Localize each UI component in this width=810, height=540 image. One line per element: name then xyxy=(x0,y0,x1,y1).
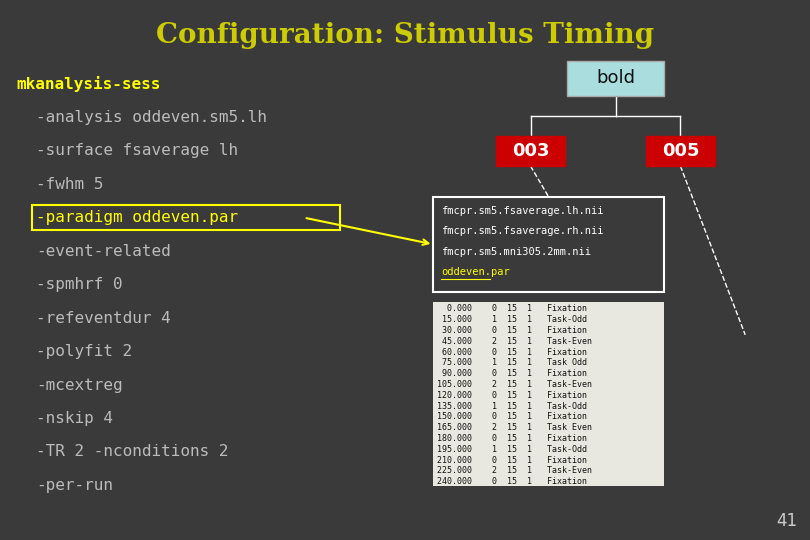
Text: Configuration: Stimulus Timing: Configuration: Stimulus Timing xyxy=(156,22,654,49)
FancyBboxPatch shape xyxy=(433,197,664,292)
Text: 15.000    1  15  1   Task-Odd: 15.000 1 15 1 Task-Odd xyxy=(437,315,587,324)
FancyBboxPatch shape xyxy=(646,136,714,166)
Text: 45.000    2  15  1   Task-Even: 45.000 2 15 1 Task-Even xyxy=(437,337,592,346)
Text: -surface fsaverage lh: -surface fsaverage lh xyxy=(36,143,239,158)
Text: 240.000    0  15  1   Fixation: 240.000 0 15 1 Fixation xyxy=(437,477,587,486)
Text: 165.000    2  15  1   Task Even: 165.000 2 15 1 Task Even xyxy=(437,423,592,432)
Text: 210.000    0  15  1   Fixation: 210.000 0 15 1 Fixation xyxy=(437,456,587,464)
FancyBboxPatch shape xyxy=(567,60,664,96)
Text: 90.000    0  15  1   Fixation: 90.000 0 15 1 Fixation xyxy=(437,369,587,378)
Text: mkanalysis-sess: mkanalysis-sess xyxy=(16,76,160,92)
Text: 003: 003 xyxy=(512,142,549,160)
Text: 30.000    0  15  1   Fixation: 30.000 0 15 1 Fixation xyxy=(437,326,587,335)
Text: oddeven.par: oddeven.par xyxy=(441,267,510,277)
Text: fmcpr.sm5.mni305.2mm.nii: fmcpr.sm5.mni305.2mm.nii xyxy=(441,247,591,256)
Text: -fwhm 5: -fwhm 5 xyxy=(36,177,104,192)
FancyBboxPatch shape xyxy=(32,205,340,229)
Text: 225.000    2  15  1   Task-Even: 225.000 2 15 1 Task-Even xyxy=(437,467,592,475)
Text: 195.000    1  15  1   Task-Odd: 195.000 1 15 1 Task-Odd xyxy=(437,445,587,454)
Text: 180.000    0  15  1   Fixation: 180.000 0 15 1 Fixation xyxy=(437,434,587,443)
Text: -nskip 4: -nskip 4 xyxy=(36,411,113,426)
Text: 135.000    1  15  1   Task-Odd: 135.000 1 15 1 Task-Odd xyxy=(437,402,587,410)
Text: -TR 2 -nconditions 2: -TR 2 -nconditions 2 xyxy=(36,444,229,460)
Text: 41: 41 xyxy=(777,512,798,530)
Text: -per-run: -per-run xyxy=(36,478,113,493)
Text: bold: bold xyxy=(596,69,635,87)
FancyBboxPatch shape xyxy=(496,136,565,166)
Text: 150.000    0  15  1   Fixation: 150.000 0 15 1 Fixation xyxy=(437,413,587,421)
Text: 60.000    0  15  1   Fixation: 60.000 0 15 1 Fixation xyxy=(437,348,587,356)
Text: -polyfit 2: -polyfit 2 xyxy=(36,344,133,359)
Text: -refeventdur 4: -refeventdur 4 xyxy=(36,310,171,326)
Text: -spmhrf 0: -spmhrf 0 xyxy=(36,277,123,292)
Text: 105.000    2  15  1   Task-Even: 105.000 2 15 1 Task-Even xyxy=(437,380,592,389)
Text: -paradigm oddeven.par: -paradigm oddeven.par xyxy=(36,210,239,225)
Text: -event-related: -event-related xyxy=(36,244,171,259)
FancyBboxPatch shape xyxy=(433,302,664,486)
Text: -analysis oddeven.sm5.lh: -analysis oddeven.sm5.lh xyxy=(36,110,267,125)
Text: 0.000    0  15  1   Fixation: 0.000 0 15 1 Fixation xyxy=(437,305,587,313)
Text: 75.000    1  15  1   Task Odd: 75.000 1 15 1 Task Odd xyxy=(437,359,587,367)
Text: fmcpr.sm5.fsaverage.lh.nii: fmcpr.sm5.fsaverage.lh.nii xyxy=(441,206,604,215)
Text: 005: 005 xyxy=(662,142,699,160)
Text: 120.000    0  15  1   Fixation: 120.000 0 15 1 Fixation xyxy=(437,391,587,400)
Text: fmcpr.sm5.fsaverage.rh.nii: fmcpr.sm5.fsaverage.rh.nii xyxy=(441,226,604,236)
Text: -mcextreg: -mcextreg xyxy=(36,377,123,393)
